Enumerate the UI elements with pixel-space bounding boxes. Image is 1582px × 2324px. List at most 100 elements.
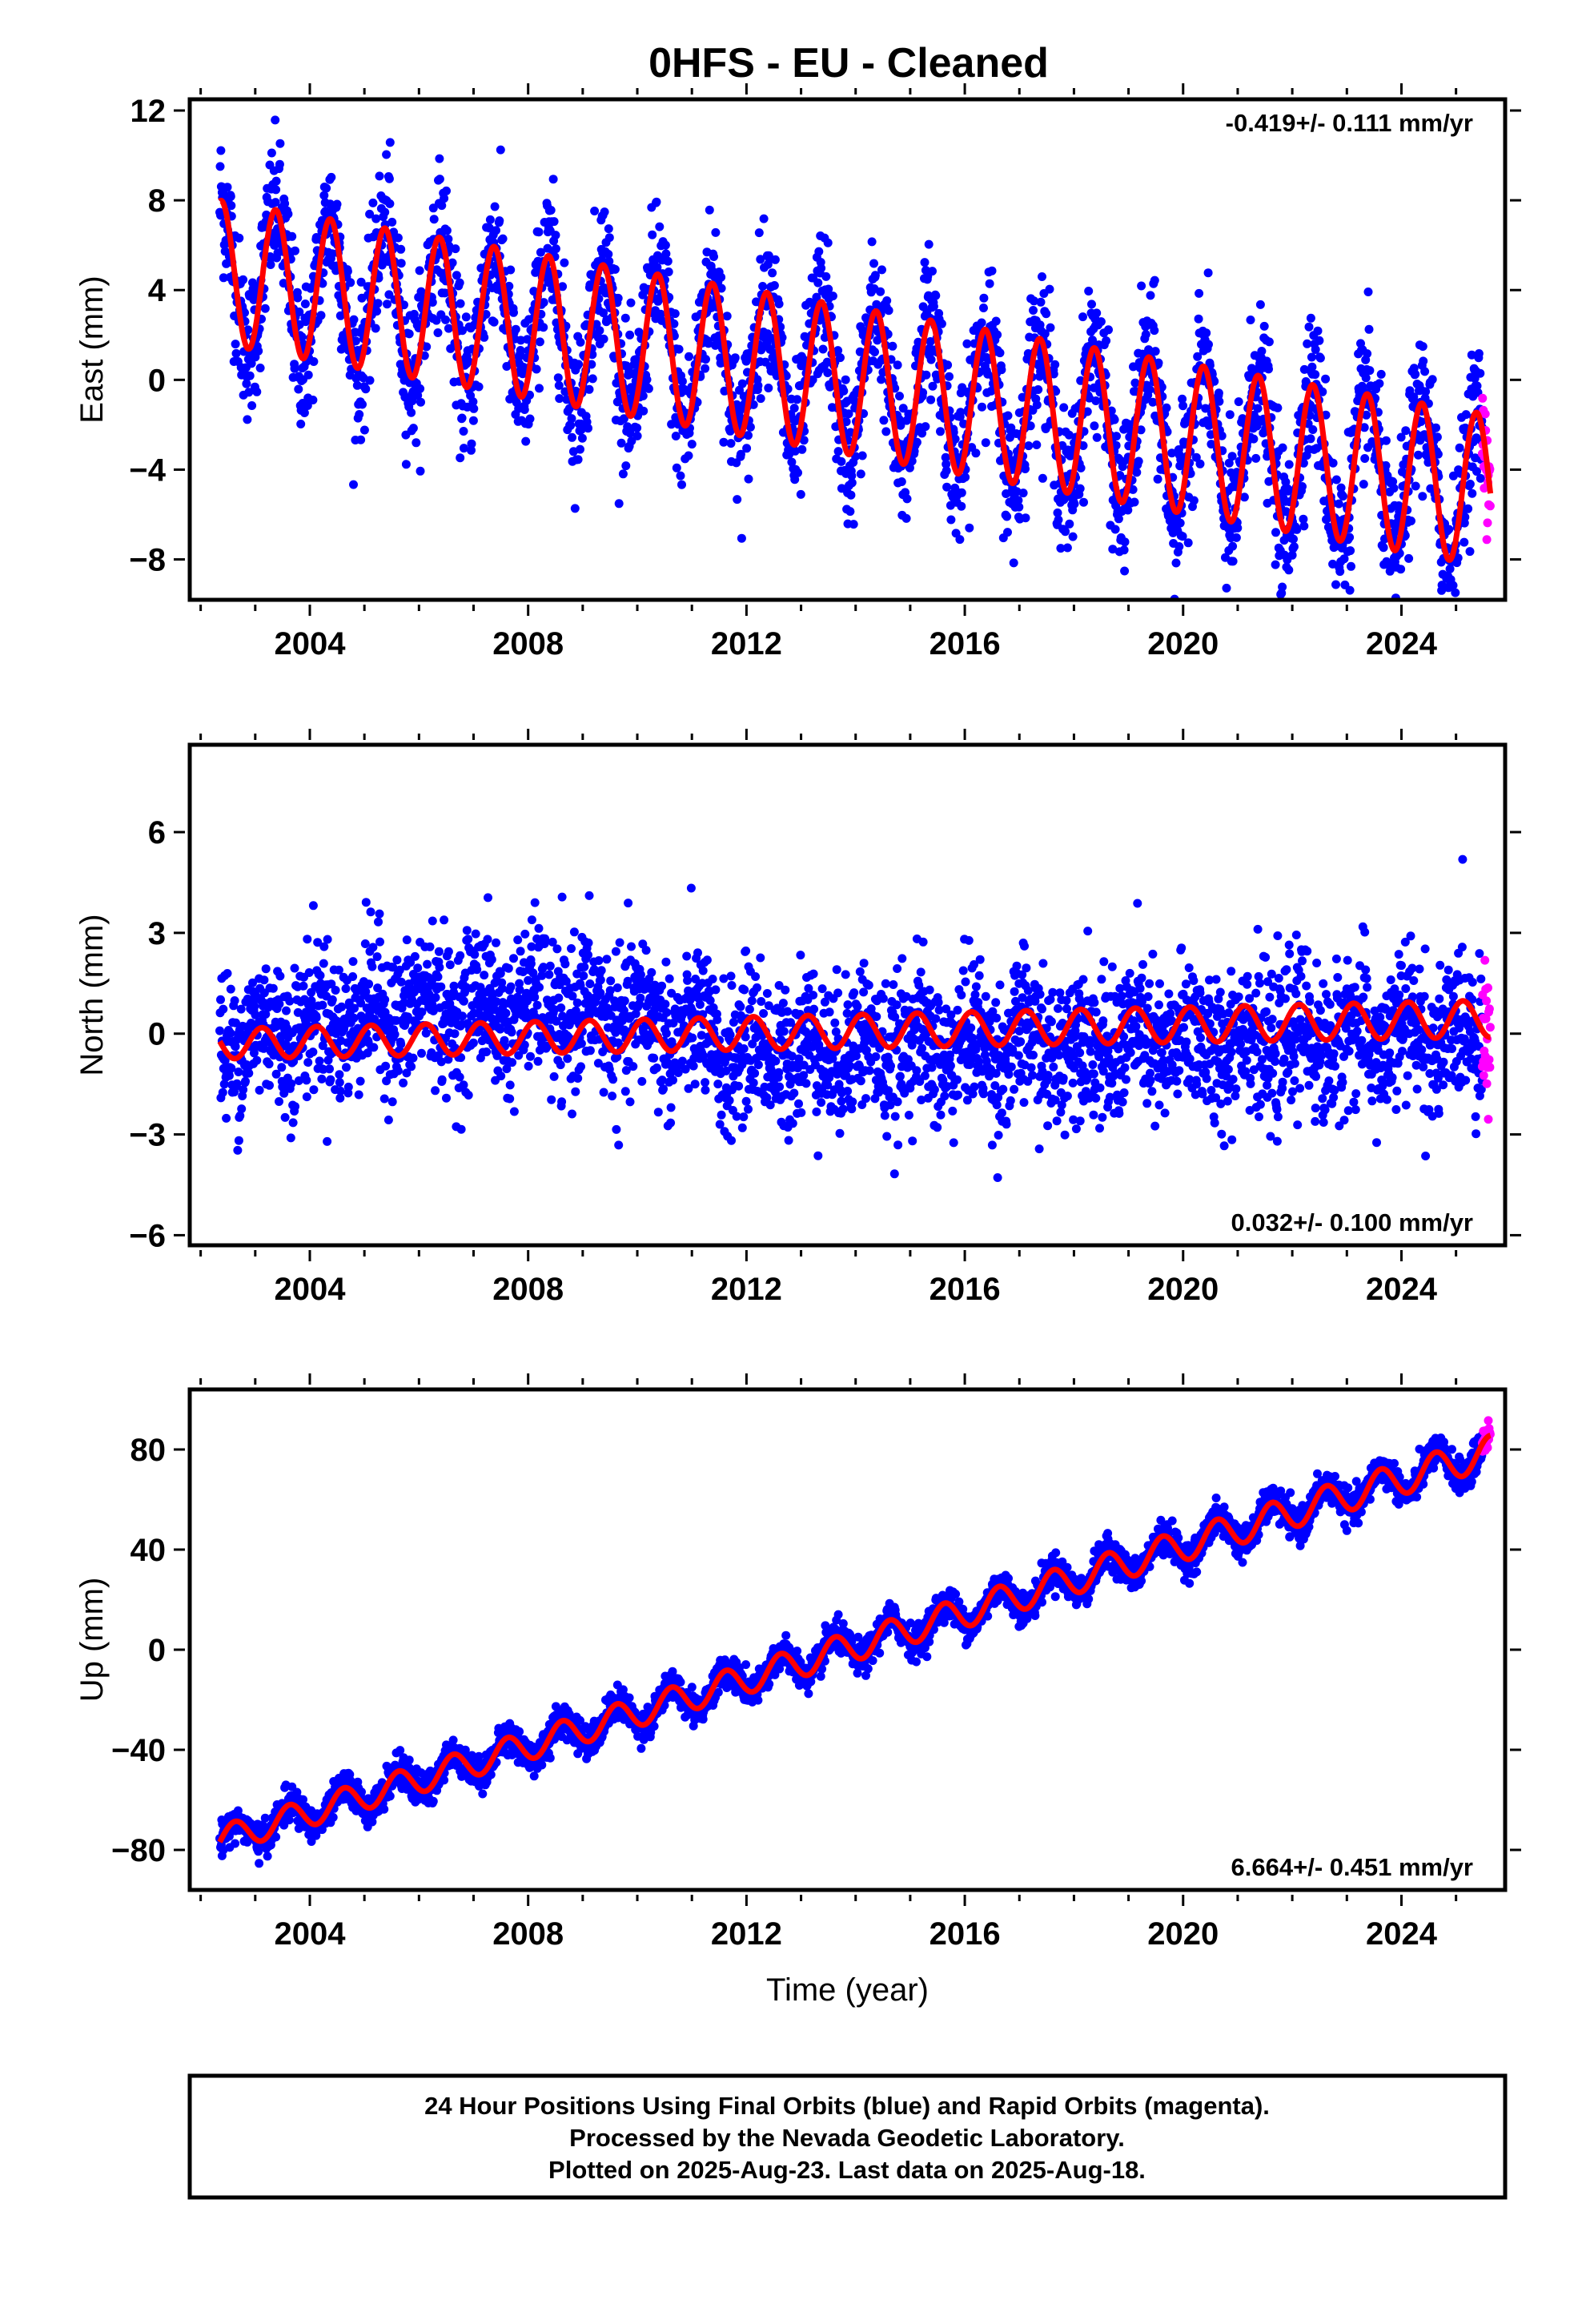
final-orbit-point bbox=[509, 954, 518, 963]
final-orbit-point bbox=[335, 1086, 345, 1096]
final-orbit-point bbox=[260, 304, 270, 313]
final-orbit-point bbox=[303, 935, 312, 944]
final-orbit-point bbox=[817, 263, 826, 273]
final-orbit-point bbox=[1014, 502, 1024, 512]
final-orbit-point bbox=[661, 240, 670, 250]
final-orbit-point bbox=[549, 217, 559, 227]
final-orbit-point bbox=[396, 1039, 406, 1049]
final-orbit-point bbox=[685, 352, 693, 361]
final-orbit-point bbox=[1331, 475, 1341, 485]
final-orbit-point bbox=[1264, 364, 1273, 374]
final-orbit-point bbox=[618, 469, 628, 479]
final-orbit-point bbox=[245, 371, 255, 380]
final-orbit-point bbox=[1036, 297, 1046, 307]
final-orbit-point bbox=[1363, 287, 1373, 296]
final-orbit-point bbox=[1299, 521, 1309, 531]
final-orbit-point bbox=[1339, 492, 1347, 501]
final-orbit-point bbox=[1278, 443, 1287, 452]
final-orbit-point bbox=[1227, 452, 1237, 461]
final-orbit-point bbox=[547, 1095, 556, 1104]
final-orbit-point bbox=[821, 271, 831, 281]
final-orbit-point bbox=[1024, 441, 1034, 451]
final-orbit-point bbox=[683, 975, 693, 985]
final-orbit-point bbox=[689, 1061, 698, 1071]
final-orbit-point bbox=[480, 971, 489, 980]
final-orbit-point bbox=[671, 432, 681, 440]
final-orbit-point bbox=[1162, 403, 1171, 412]
final-orbit-point bbox=[412, 438, 421, 448]
final-orbit-point bbox=[1061, 527, 1070, 537]
final-orbit-point bbox=[286, 1133, 295, 1143]
final-orbit-point bbox=[741, 946, 751, 955]
final-orbit-point bbox=[303, 370, 313, 380]
final-orbit-point bbox=[319, 191, 329, 200]
final-orbit-point bbox=[814, 247, 824, 256]
final-orbit-point bbox=[652, 1063, 661, 1072]
final-orbit-point bbox=[544, 970, 554, 979]
final-orbit-point bbox=[368, 943, 378, 952]
final-orbit-point bbox=[758, 282, 768, 291]
final-orbit-point bbox=[558, 282, 568, 292]
final-orbit-point bbox=[1233, 523, 1243, 533]
final-orbit-point bbox=[876, 287, 885, 296]
final-orbit-point bbox=[309, 1085, 319, 1095]
final-orbit-point bbox=[322, 183, 331, 193]
final-orbit-point bbox=[299, 981, 308, 991]
final-orbit-point bbox=[698, 966, 708, 975]
final-orbit-point bbox=[884, 306, 893, 316]
final-orbit-point bbox=[567, 414, 576, 424]
final-orbit-point bbox=[749, 1078, 758, 1088]
final-orbit-point bbox=[1141, 330, 1150, 340]
final-orbit-point bbox=[817, 984, 827, 994]
final-orbit-point bbox=[1347, 561, 1355, 571]
final-orbit-point bbox=[1361, 373, 1371, 383]
final-orbit-point bbox=[516, 947, 525, 956]
final-orbit-point bbox=[408, 424, 418, 433]
final-orbit-point bbox=[319, 959, 328, 968]
final-orbit-point bbox=[434, 947, 444, 956]
final-orbit-point bbox=[335, 1070, 344, 1080]
final-orbit-point bbox=[496, 1072, 506, 1081]
final-orbit-point bbox=[736, 449, 745, 459]
final-orbit-point bbox=[254, 346, 263, 356]
final-orbit-point bbox=[1203, 268, 1213, 278]
final-orbit-point bbox=[857, 451, 867, 460]
final-orbit-point bbox=[431, 993, 440, 1003]
final-orbit-point bbox=[401, 460, 411, 469]
final-orbit-point bbox=[768, 268, 777, 278]
final-orbit-point bbox=[981, 438, 990, 448]
final-orbit-point bbox=[456, 951, 465, 960]
final-orbit-point bbox=[613, 293, 623, 303]
final-orbit-point bbox=[535, 983, 544, 992]
final-orbit-point bbox=[585, 979, 595, 988]
final-orbit-point bbox=[381, 1061, 391, 1071]
final-orbit-point bbox=[759, 214, 769, 223]
final-orbit-point bbox=[695, 999, 705, 1009]
final-orbit-point bbox=[837, 456, 846, 466]
final-orbit-point bbox=[526, 1051, 535, 1061]
final-orbit-point bbox=[396, 977, 406, 987]
final-orbit-point bbox=[751, 972, 761, 981]
final-orbit-point bbox=[1003, 528, 1012, 537]
final-orbit-point bbox=[1246, 316, 1255, 324]
final-orbit-point bbox=[1068, 532, 1078, 541]
final-orbit-point bbox=[243, 325, 253, 335]
final-orbit-point bbox=[833, 346, 843, 356]
final-orbit-point bbox=[290, 963, 299, 973]
final-orbit-point bbox=[461, 312, 471, 322]
final-orbit-point bbox=[1038, 473, 1047, 483]
final-orbit-point bbox=[468, 397, 478, 407]
final-orbit-point bbox=[747, 996, 757, 1006]
final-orbit-point bbox=[1427, 375, 1437, 384]
final-orbit-point bbox=[311, 1013, 321, 1023]
final-orbit-point bbox=[608, 1092, 617, 1101]
final-orbit-point bbox=[879, 416, 889, 425]
final-orbit-point bbox=[458, 326, 467, 336]
final-orbit-point bbox=[241, 1076, 250, 1086]
final-orbit-point bbox=[231, 340, 240, 349]
final-orbit-point bbox=[756, 953, 765, 963]
final-orbit-point bbox=[280, 199, 290, 208]
final-orbit-point bbox=[602, 955, 612, 964]
final-orbit-point bbox=[604, 224, 613, 234]
final-orbit-point bbox=[304, 968, 314, 977]
